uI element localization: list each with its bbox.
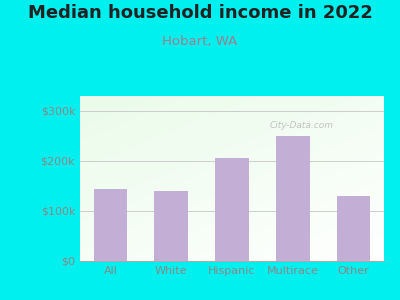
Bar (276, 136, 310, 261)
Bar (215, 158, 249, 261)
Bar (337, 196, 370, 261)
Text: City-Data.com: City-Data.com (270, 121, 334, 130)
Bar (94, 188, 127, 261)
Bar (154, 191, 188, 261)
Text: Hobart, WA: Hobart, WA (162, 34, 238, 47)
Text: Median household income in 2022: Median household income in 2022 (28, 4, 372, 22)
